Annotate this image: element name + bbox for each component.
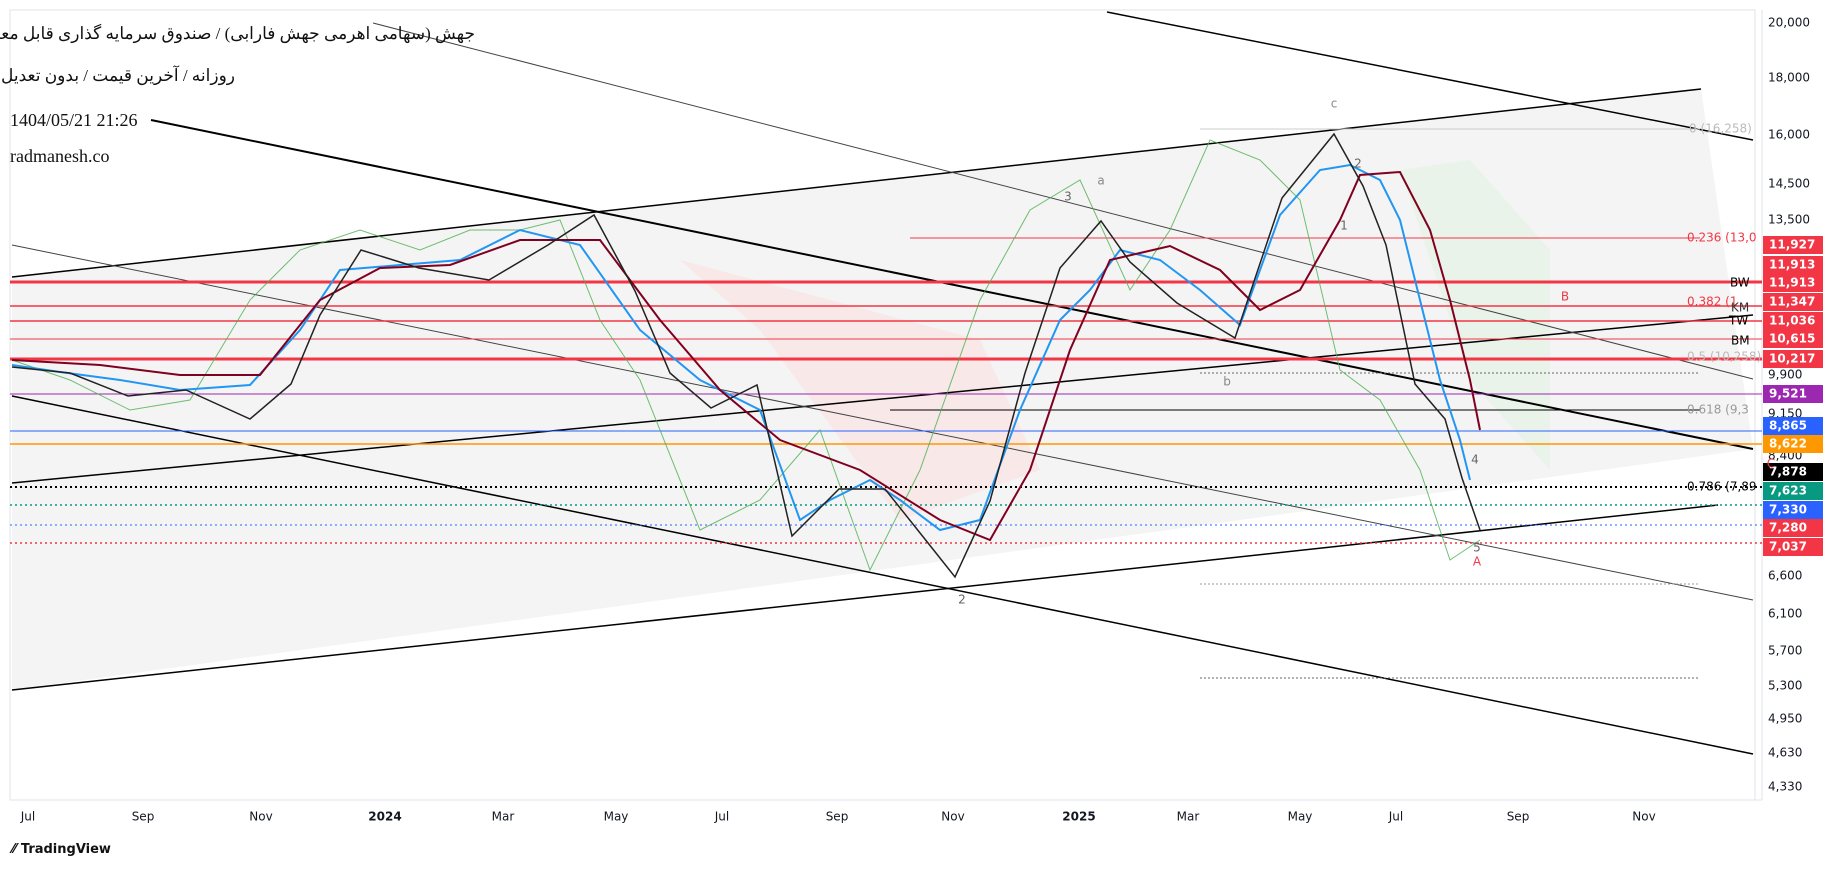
price-tick-label: 16,000: [1768, 128, 1810, 142]
price-tick-label: 18,000: [1768, 71, 1810, 85]
level-label: KM: [1731, 301, 1749, 315]
price-badge-label: 8,622: [1769, 437, 1807, 451]
price-tick-label: 4,950: [1768, 712, 1802, 726]
price-badge-label: 7,623: [1769, 484, 1807, 498]
level-label: 0.236 (13,0: [1687, 231, 1757, 245]
price-tick-label: 6,600: [1768, 569, 1802, 583]
price-badge: [1763, 501, 1823, 519]
price-badge: [1763, 385, 1823, 403]
time-tick-label: Nov: [249, 810, 272, 824]
title: جهش (سهامی اهرمی جهش فارابی) / صندوق سرم…: [0, 24, 475, 43]
price-badge-label: 8,865: [1769, 419, 1807, 433]
wave-label: A: [1473, 555, 1482, 569]
level-label: 0.786 (7,89: [1687, 480, 1757, 494]
time-tick-label: 2024: [368, 810, 401, 824]
level-label: 0 (16,258): [1689, 122, 1752, 136]
price-badge-label: 9,521: [1769, 387, 1807, 401]
price-tick-label: 5,700: [1768, 644, 1802, 658]
time-tick-label: May: [1288, 810, 1313, 824]
price-badge-label: 7,037: [1769, 540, 1807, 554]
trend-line: [11, 88, 1702, 278]
wave-label: b: [1223, 375, 1231, 389]
price-tick-label: 20,000: [1768, 16, 1810, 30]
price-badge: [1763, 463, 1823, 481]
price-tick-label: 13,500: [1768, 213, 1810, 227]
wave-label: 4: [1471, 453, 1479, 467]
footer: ⁄⁄ TradingView: [12, 842, 111, 857]
time-tick-label: Sep: [1507, 810, 1530, 824]
price-badge-label: 11,927: [1769, 238, 1815, 252]
price-badge: [1763, 538, 1823, 556]
price-badge-label: 7,330: [1769, 503, 1807, 517]
price-badge: [1763, 312, 1823, 330]
price-badge: [1763, 482, 1823, 500]
wave-label: 1: [1340, 219, 1348, 233]
time-tick-label: Mar: [1177, 810, 1200, 824]
trend-line: [1106, 11, 1754, 141]
level-label: BM: [1731, 334, 1750, 348]
price-badge-label: 10,217: [1769, 352, 1815, 366]
subtitle: روزانه / آخرین قیمت / بدون تعدیل: [0, 66, 235, 85]
level-label: BW: [1730, 276, 1750, 290]
price-line: [11, 132, 1481, 579]
level-label: 0.5 (10,258): [1687, 350, 1761, 364]
time-tick-label: May: [604, 810, 629, 824]
wave-label: 2: [958, 593, 966, 607]
wave-label: 3: [1064, 190, 1072, 204]
price-badge: [1763, 274, 1823, 292]
price-badge-label: 11,347: [1769, 295, 1815, 309]
trend-line: [11, 395, 1754, 755]
author: radmanesh.co: [10, 146, 110, 166]
time-tick-label: Sep: [132, 810, 155, 824]
wave-label: a: [1097, 174, 1104, 188]
price-badge: [1763, 435, 1823, 453]
price-badge: [1763, 256, 1823, 274]
wave-label: 5: [1473, 541, 1481, 555]
price-badge-label: 7,280: [1769, 521, 1807, 535]
price-badge: [1763, 293, 1823, 311]
trend-line: [11, 504, 1719, 691]
conversion-line: [11, 163, 1471, 532]
time-tick-label: Jul: [714, 810, 729, 824]
footer-text: TradingView: [20, 842, 111, 857]
wave-label: C: [1767, 457, 1775, 471]
time-tick-label: Mar: [492, 810, 515, 824]
price-badge-label: 10,615: [1769, 332, 1815, 346]
time-tick-label: 2025: [1062, 810, 1095, 824]
wave-label: B: [1561, 290, 1569, 304]
datetime: 1404/05/21 21:26: [10, 110, 138, 130]
price-badge: [1763, 330, 1823, 348]
trend-line: [372, 22, 1754, 380]
price-badge-label: 7,878: [1769, 465, 1807, 479]
level-label: TW: [1728, 314, 1748, 328]
level-label: 0.382 (1: [1687, 295, 1737, 309]
level-label: 0.618 (9,3: [1687, 403, 1749, 417]
price-tick-label: 9,900: [1768, 368, 1802, 382]
wave-label: c: [1331, 97, 1338, 111]
price-badge-label: 11,913: [1769, 276, 1815, 290]
cloud: [680, 260, 1040, 520]
price-badge-label: 11,036: [1769, 314, 1815, 328]
price-badge-label: 11,913: [1769, 258, 1815, 272]
time-tick-label: Sep: [826, 810, 849, 824]
price-tick-label: 5,300: [1768, 679, 1802, 693]
time-tick-label: Jul: [1388, 810, 1403, 824]
time-tick-label: Jul: [20, 810, 35, 824]
time-tick-label: Nov: [1632, 810, 1655, 824]
price-tick-label: 14,500: [1768, 177, 1810, 191]
price-badge: [1763, 236, 1823, 254]
price-badge: [1763, 350, 1823, 368]
base-line: [11, 170, 1481, 542]
trend-line: [11, 244, 1754, 601]
price-badge: [1763, 417, 1823, 435]
price-tick-label: 4,630: [1768, 746, 1802, 760]
price-tick-label: 4,330: [1768, 780, 1802, 794]
price-badge: [1763, 519, 1823, 537]
lagging-line: [11, 139, 1481, 572]
time-tick-label: Nov: [941, 810, 964, 824]
wave-label: 2: [1354, 157, 1362, 171]
price-tick-label: 6,100: [1768, 607, 1802, 621]
